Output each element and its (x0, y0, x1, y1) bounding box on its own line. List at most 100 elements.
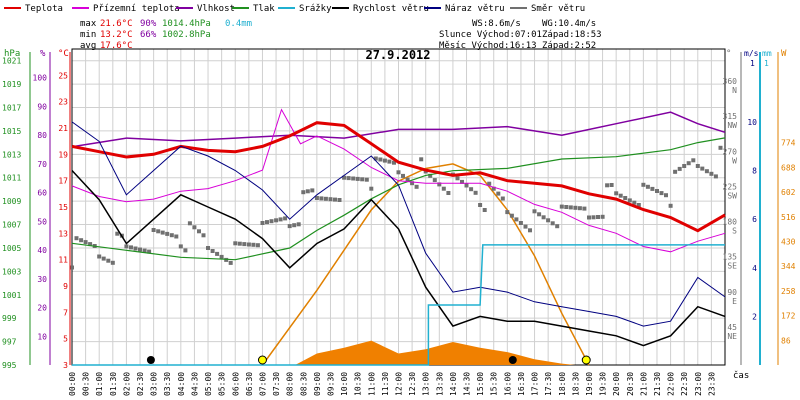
tick-label-dir: 225 (723, 182, 738, 191)
precipitation-line (72, 244, 725, 366)
wind-direction-point (673, 169, 678, 174)
wind-direction-point (591, 215, 596, 220)
tick-label-pct: 10 (37, 332, 47, 341)
wind-direction-point (600, 214, 605, 219)
info-moonset: Západ:2:52 (542, 41, 596, 51)
wind-direction-point (310, 188, 315, 193)
tick-label-hpa: 1015 (2, 127, 21, 136)
x-tick-label: 08:30 (299, 372, 308, 396)
wind-direction-point (283, 216, 288, 221)
wind-direction-point (260, 221, 265, 225)
tick-label-w: 172 (781, 312, 796, 321)
wind-direction-point (691, 158, 696, 163)
wind-direction-point (156, 229, 161, 234)
tick-label-pct: 40 (37, 246, 47, 255)
wind-direction-point (650, 186, 655, 191)
x-tick-label: 05:30 (218, 372, 227, 396)
x-tick-label: 03:00 (150, 372, 159, 396)
axis-unit-dir: ° (726, 49, 731, 59)
tick-label-ms: 10 (747, 118, 757, 127)
x-tick-label: 13:30 (435, 372, 444, 396)
wind-direction-point (677, 166, 682, 171)
tick-label-temp: 19 (58, 150, 68, 159)
solar-arc-line (261, 163, 590, 366)
tick-label-pct: 50 (37, 217, 47, 226)
wind-direction-point (541, 215, 546, 220)
tick-label-dir: 45 (727, 323, 737, 332)
wind-direction-point (568, 205, 573, 210)
legend-label: Teplota (25, 4, 63, 14)
stat-avg-label: avg (80, 41, 96, 51)
x-tick-label: 15:30 (490, 372, 499, 396)
x-tick-label: 06:30 (245, 372, 254, 396)
wind-direction-point (133, 246, 138, 251)
wind-direction-point (605, 183, 610, 188)
tick-label-temp: 3 (63, 361, 68, 370)
x-tick-label: 14:30 (463, 372, 472, 396)
wind-direction-point (564, 205, 569, 209)
wind-direction-point (183, 248, 188, 253)
legend-label: Srážky (299, 4, 332, 14)
tick-label-dir-compass: NE (727, 332, 737, 341)
wind-gust-line (71, 121, 726, 327)
wind-direction-point (609, 183, 614, 187)
wind-direction-point (219, 254, 224, 259)
axis-top-ms: 1 (750, 59, 755, 68)
x-tick-label: 16:30 (517, 372, 526, 396)
wind-direction-point (110, 260, 115, 265)
x-tick-label: 22:00 (667, 372, 676, 396)
x-axis-label: čas (733, 370, 749, 381)
wind-direction-point (464, 183, 469, 188)
wind-direction-point (351, 176, 356, 181)
x-tick-label: 10:30 (354, 372, 363, 396)
wind-direction-point (242, 242, 247, 247)
sun-marker (257, 355, 267, 365)
wind-direction-point (523, 224, 528, 229)
info-block: WS:8.6m/s WG:10.4m/s Slunce Východ:07:01… (439, 19, 602, 51)
wind-direction-point (269, 219, 274, 224)
x-tick-label: 06:00 (231, 372, 240, 396)
wind-direction-point (296, 222, 301, 227)
x-tick-label: 01:30 (109, 372, 118, 396)
wind-direction-point (718, 145, 723, 150)
wind-direction-point (500, 196, 505, 201)
stat-max-press: 1014.4hPa (162, 19, 211, 29)
x-tick-label: 01:00 (95, 372, 104, 396)
tick-label-dir: 315 (723, 112, 738, 121)
tick-label-ms: 4 (752, 264, 757, 273)
tick-label-pct: 100 (33, 74, 48, 83)
wind-direction-point (537, 212, 542, 217)
wind-direction-point (641, 182, 646, 187)
stat-min-hum: 66% (140, 30, 157, 40)
tick-label-ms: 6 (752, 215, 757, 224)
wind-direction-point (355, 176, 360, 181)
stat-max-temp: 21.6°C (100, 19, 133, 29)
wind-direction-point (682, 164, 687, 168)
legend-label: Přízemní teplota (93, 4, 180, 14)
wind-direction-point (373, 156, 378, 161)
tick-label-temp: 13 (58, 229, 68, 238)
axis-top-mm: 1 (764, 59, 769, 68)
tick-label-hpa: 1009 (2, 197, 21, 206)
x-tick-label: 21:30 (653, 372, 662, 396)
wind-direction-point (215, 251, 220, 256)
x-tick-label: 23:30 (707, 372, 716, 396)
x-tick-label: 11:30 (381, 372, 390, 396)
wind-direction-point (627, 198, 632, 203)
x-tick-label: 00:00 (68, 372, 77, 396)
x-tick-label: 04:30 (190, 372, 199, 396)
humidity-line (71, 111, 726, 148)
legend-label: Rychlost větru (353, 4, 429, 14)
wind-direction-point (505, 210, 510, 215)
legend-label: Směr větru (531, 4, 585, 14)
wind-direction-point (587, 215, 591, 220)
wind-direction-point (392, 160, 396, 165)
wind-direction-point (709, 171, 714, 176)
tick-label-pct: 30 (37, 275, 47, 284)
tick-label-w: 602 (781, 188, 796, 197)
wind-direction-point (337, 198, 342, 202)
wind-direction-point (419, 157, 424, 162)
info-moonrise: Měsíc Východ:16:13 (439, 41, 537, 51)
tick-label-hpa: 1011 (2, 174, 21, 183)
wind-direction-point (255, 243, 260, 248)
